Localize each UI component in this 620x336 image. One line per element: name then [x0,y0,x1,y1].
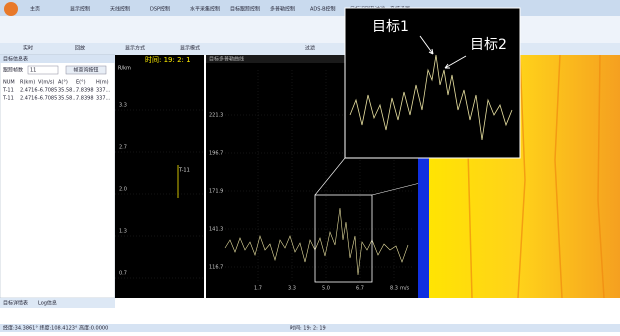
ribbon-tab[interactable]: 目标跟踪控制 [230,6,260,13]
table-cell: 35.58... [58,88,77,94]
ribbon-group-label: 实时 [23,45,33,52]
ribbon-group-label: 显示模式 [180,45,200,52]
ribbon-group-label: 过滤 [305,45,315,52]
y-tick-label: 221.3 [209,113,223,119]
table-cell: -6.7085 [38,88,57,94]
rt-unit: R/km [118,66,131,72]
table-cell: 337... [96,88,111,94]
table-cell: 35.58... [58,96,77,102]
ribbon-tab[interactable]: DSP控制 [150,6,170,13]
table-cell: T-11 [2,88,14,94]
x-tick-label: 1.7 [254,286,262,292]
table-cell: T-11 [2,96,14,102]
ribbon-body [0,16,620,43]
frame-label: 跟踪帧数 [3,67,23,74]
x-tick-label: 8.3 [390,286,398,292]
app-window: 主页 显示控制 天线控制 DSP控制 水平采集控制 目标跟踪控制 多普勒控制 ADS-B控制目… [0,0,620,332]
ribbon-tab[interactable]: 主页 [30,6,40,13]
y-tick-label: 2.7 [119,145,127,151]
ribbon-tab[interactable]: 显示控制 [70,6,90,13]
column-header: A(°) [58,80,68,86]
ribbon-tab[interactable]: ADS-B控制 [310,6,336,13]
doppler-title: 目标多普勒曲线 [209,56,244,63]
status-time: 时间: 19: 2: 19 [290,325,326,332]
column-header: R(km) [20,80,35,86]
rt-time: 时间: 19: 2: 1 [145,55,191,64]
app-orb[interactable] [4,2,18,16]
ribbon-tab[interactable]: 多普勒控制 [270,6,295,13]
panel-title: 目标信息表 [3,56,28,63]
x-unit: m/s [400,286,410,292]
table-cell: 7.8398 [76,96,94,102]
tab[interactable]: Log信息 [38,300,57,307]
y-tick-label: 171.9 [209,189,223,195]
ribbon-tab[interactable]: 天线控制 [110,6,130,13]
y-tick-label: 116.7 [209,265,223,271]
x-tick-label: 5.0 [322,286,330,292]
column-header: E(°) [76,80,86,86]
column-header: V(m/s) [38,80,55,86]
y-tick-label: 0.7 [119,271,127,277]
rt-panel [115,55,204,298]
y-tick-label: 1.3 [119,229,127,235]
y-tick-label: 2.0 [119,187,127,193]
track-label: T-11 [178,168,190,174]
x-tick-label: 3.3 [288,286,296,292]
tab[interactable]: 目标详情表 [3,300,28,307]
frame-value: 11 [30,68,36,74]
ribbon-group-label: 回放 [75,45,85,52]
target-label: 目标2 [470,37,507,53]
ribbon-tab[interactable]: 水平采集控制 [190,6,220,13]
ribbon-group-label: 显示方式 [125,45,145,52]
query-button-label: 帧查询按钮 [73,67,98,74]
target-label: 目标1 [372,19,409,35]
y-tick-label: 3.3 [119,103,127,109]
y-tick-label: 141.3 [209,227,223,233]
column-header: NUM [3,80,15,86]
table-cell: 2.4716 [20,88,38,94]
table-cell: 2.4716 [20,96,38,102]
column-header: H(m) [96,80,109,86]
y-tick-label: 196.7 [209,151,223,157]
table-cell: 337... [96,96,111,102]
status-left: 经度:34.3861° 纬度:108.4123° 高度:0.0000 [3,325,108,332]
x-tick-label: 6.7 [356,286,364,292]
table-cell: 7.8398 [76,88,94,94]
table-cell: -6.7085 [38,96,57,102]
